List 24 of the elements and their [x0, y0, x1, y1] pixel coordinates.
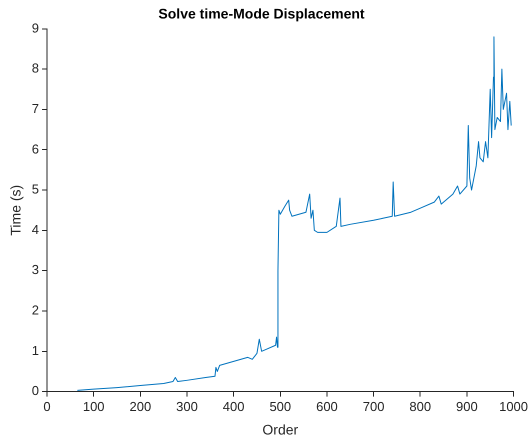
- x-tick-label: 500: [269, 398, 292, 414]
- x-tick-label: 300: [176, 398, 198, 414]
- y-axis-title: Time (s): [7, 184, 24, 236]
- y-tick-label: 4: [32, 222, 40, 237]
- y-tick-label: 2: [32, 302, 40, 318]
- y-tick-label: 5: [32, 182, 40, 197]
- x-tick-label: 200: [129, 398, 152, 414]
- x-tick-label: 1000: [499, 398, 528, 414]
- chart-title: Solve time-Mode Displacement: [158, 5, 365, 22]
- x-tick-label: 100: [82, 398, 105, 414]
- y-tick-label: 1: [32, 342, 40, 358]
- y-tick-label: 9: [32, 20, 40, 36]
- x-tick-label: 0: [43, 398, 51, 414]
- x-tick-label: 600: [316, 398, 338, 414]
- y-tick-label: 8: [32, 60, 40, 76]
- y-tick-label: 0: [32, 383, 40, 398]
- y-tick-label: 3: [32, 262, 40, 278]
- x-axis-title: Order: [262, 421, 299, 438]
- x-tick-label: 900: [456, 398, 478, 414]
- x-tick-label: 400: [222, 398, 244, 414]
- y-tick-label: 7: [32, 101, 40, 116]
- x-tick-label: 800: [409, 398, 432, 414]
- y-tick-label: 6: [32, 141, 40, 156]
- x-tick-label: 700: [362, 398, 384, 414]
